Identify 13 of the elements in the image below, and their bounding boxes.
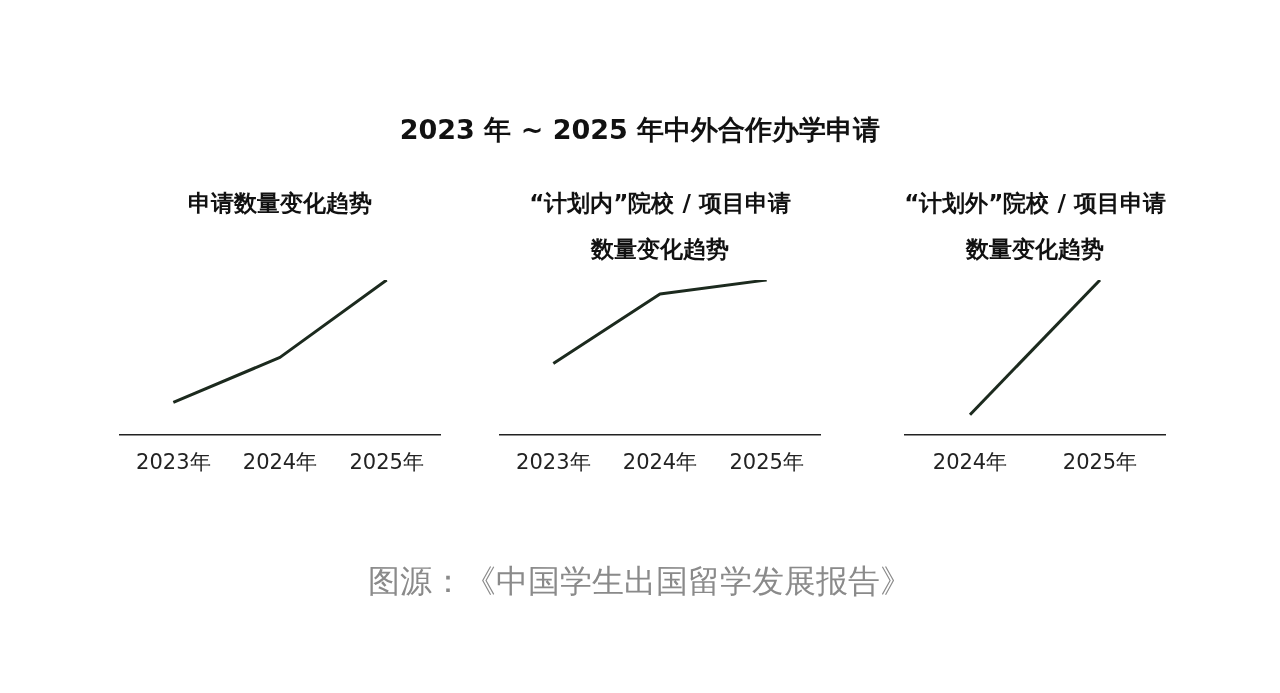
x-tick-label: 2023年 bbox=[136, 449, 211, 474]
x-tick-label: 2024年 bbox=[622, 449, 698, 474]
chart-title: 2023 年 ~ 2025 年中外合作办学申请 bbox=[398, 113, 882, 147]
x-tick-label: 2024年 bbox=[932, 449, 1008, 474]
chart-subtitle: “计划内”院校 / 项目申请数量变化趋势 bbox=[528, 189, 792, 264]
chart-title: “计划外”院校 / 项目申请数量变化趋势 bbox=[903, 189, 1167, 264]
chart-title: 申请数量变化趋势 bbox=[187, 189, 373, 218]
x-tick-label: 2023年 bbox=[516, 449, 591, 474]
x-tick-label: 2024年 bbox=[242, 449, 318, 474]
x-tick-label: 2025年 bbox=[729, 449, 804, 474]
x-tick-label: 2025年 bbox=[1062, 449, 1138, 474]
text: 图源：《中国学生出国留学发展报告》 bbox=[367, 561, 913, 602]
x-tick-label: 2025年 bbox=[349, 449, 424, 474]
